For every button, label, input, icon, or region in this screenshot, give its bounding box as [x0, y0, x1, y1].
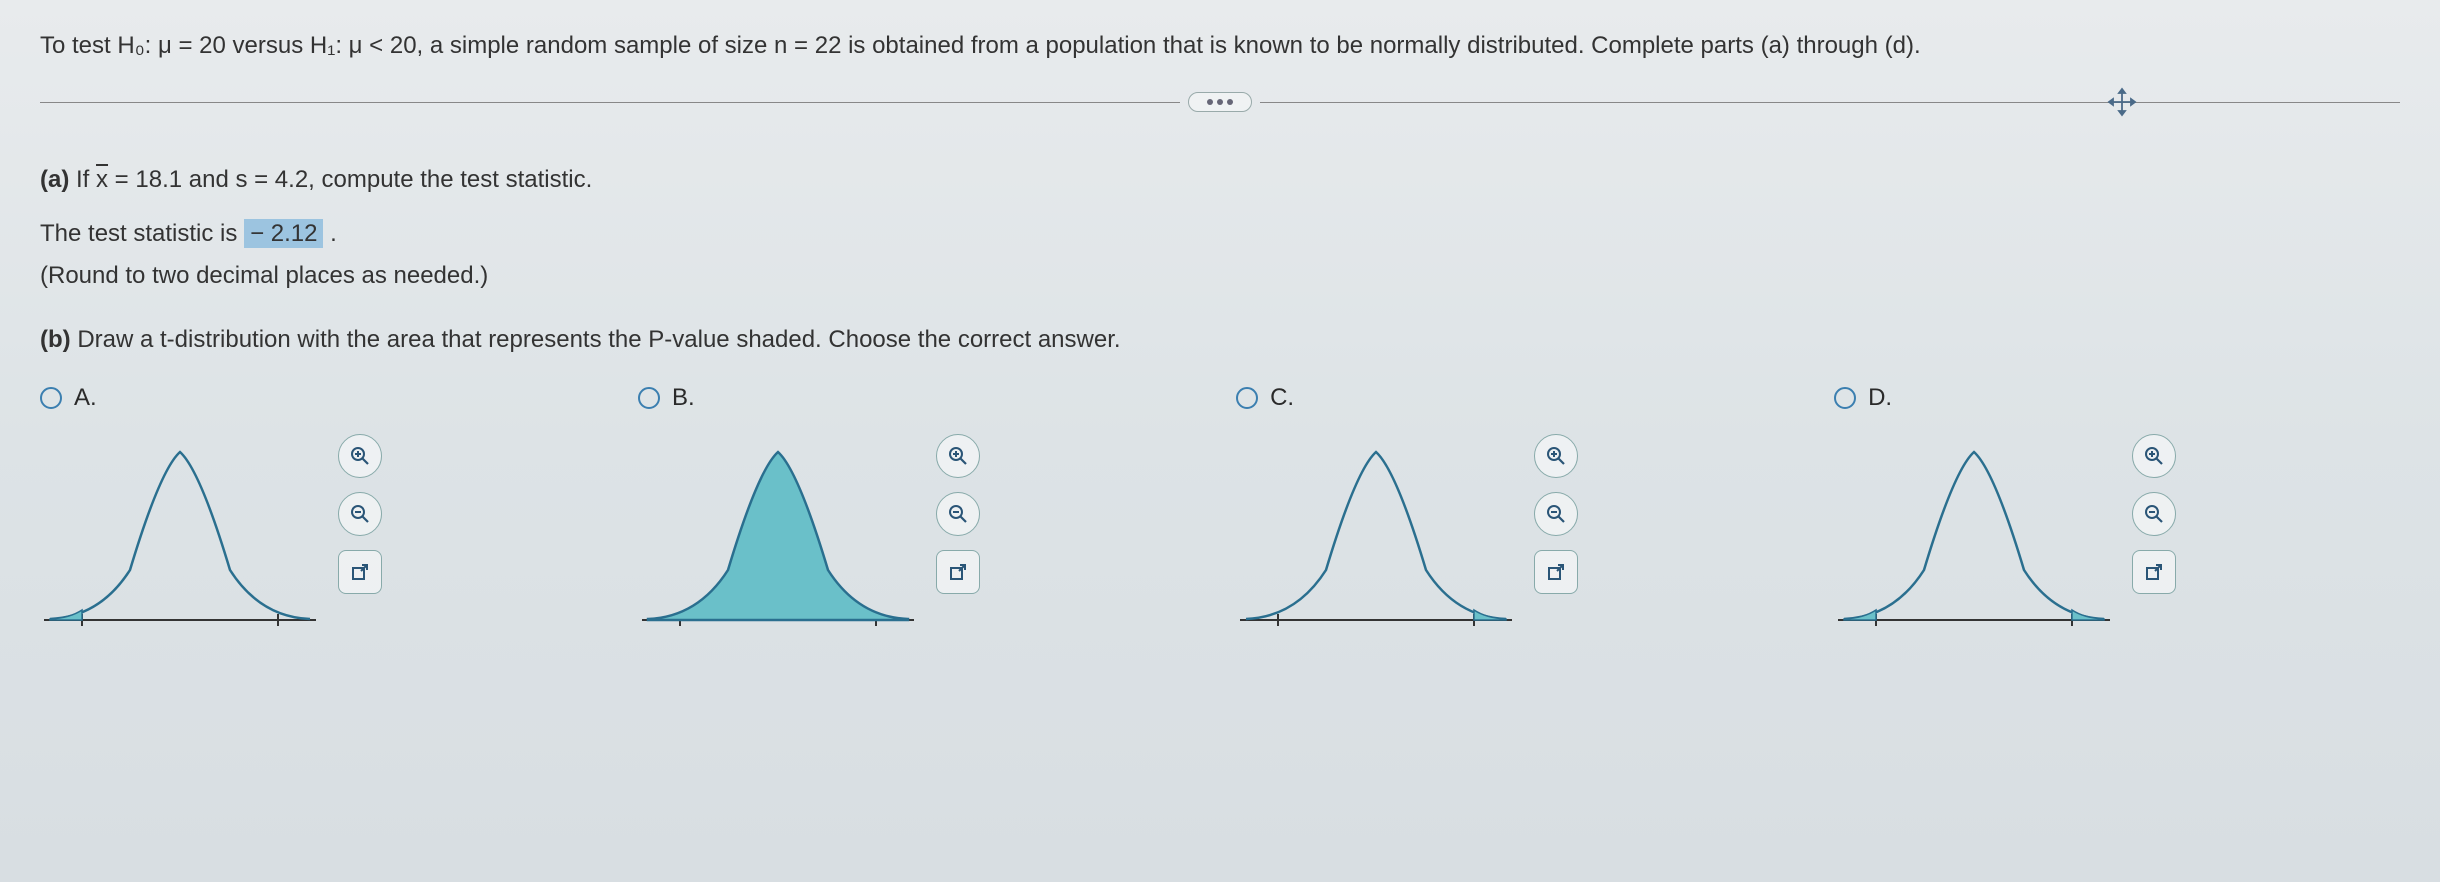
graph-a	[40, 430, 320, 640]
divider-line-left	[40, 102, 1180, 103]
option-b-letter: B.	[672, 380, 695, 416]
dots-icon	[1217, 99, 1223, 105]
option-c-letter: C.	[1270, 380, 1294, 416]
option-a: A.	[40, 380, 576, 640]
zoom-in-d[interactable]	[2132, 434, 2176, 478]
graph-a-controls	[338, 434, 382, 594]
part-b-question: (b) Draw a t-distribution with the area …	[40, 322, 2400, 358]
radio-a[interactable]	[40, 387, 62, 409]
option-c: C.	[1236, 380, 1772, 640]
move-icon[interactable]	[2104, 84, 2140, 120]
part-b-label: (b)	[40, 326, 71, 353]
zoom-out-d[interactable]	[2132, 492, 2176, 536]
popout-a[interactable]	[338, 550, 382, 594]
xbar-symbol: x	[96, 166, 108, 193]
divider-line-right	[1260, 102, 2400, 103]
option-d-letter: D.	[1868, 380, 1892, 416]
part-a-hint: (Round to two decimal places as needed.)	[40, 258, 2400, 294]
part-a-answer: The test statistic is − 2.12 .	[40, 216, 2400, 252]
answer-prefix: The test statistic is	[40, 220, 244, 247]
graph-c	[1236, 430, 1516, 640]
part-b-text: Draw a t-distribution with the area that…	[77, 326, 1120, 353]
expand-handle[interactable]	[1188, 92, 1252, 112]
radio-c[interactable]	[1236, 387, 1258, 409]
zoom-in-c[interactable]	[1534, 434, 1578, 478]
zoom-out-c[interactable]	[1534, 492, 1578, 536]
question-intro: To test H₀: μ = 20 versus H₁: μ < 20, a …	[40, 28, 2400, 64]
radio-d[interactable]	[1834, 387, 1856, 409]
section-divider	[40, 92, 2400, 112]
graph-c-controls	[1534, 434, 1578, 594]
graph-d	[1834, 430, 2114, 640]
zoom-in-a[interactable]	[338, 434, 382, 478]
option-a-letter: A.	[74, 380, 97, 416]
graph-b-controls	[936, 434, 980, 594]
option-d: D.	[1834, 380, 2370, 640]
answer-value[interactable]: − 2.12	[244, 219, 323, 248]
popout-c[interactable]	[1534, 550, 1578, 594]
graph-b	[638, 430, 918, 640]
part-a-label: (a)	[40, 166, 69, 193]
zoom-out-b[interactable]	[936, 492, 980, 536]
zoom-out-a[interactable]	[338, 492, 382, 536]
popout-b[interactable]	[936, 550, 980, 594]
graph-d-controls	[2132, 434, 2176, 594]
intro-text: To test H₀: μ = 20 versus H₁: μ < 20, a …	[40, 32, 1921, 59]
popout-d[interactable]	[2132, 550, 2176, 594]
radio-b[interactable]	[638, 387, 660, 409]
zoom-in-b[interactable]	[936, 434, 980, 478]
answer-suffix: .	[323, 220, 336, 247]
part-a-question: (a) If x = 18.1 and s = 4.2, compute the…	[40, 162, 2400, 198]
options-row: A. B.	[40, 380, 2400, 640]
option-b: B.	[638, 380, 1174, 640]
